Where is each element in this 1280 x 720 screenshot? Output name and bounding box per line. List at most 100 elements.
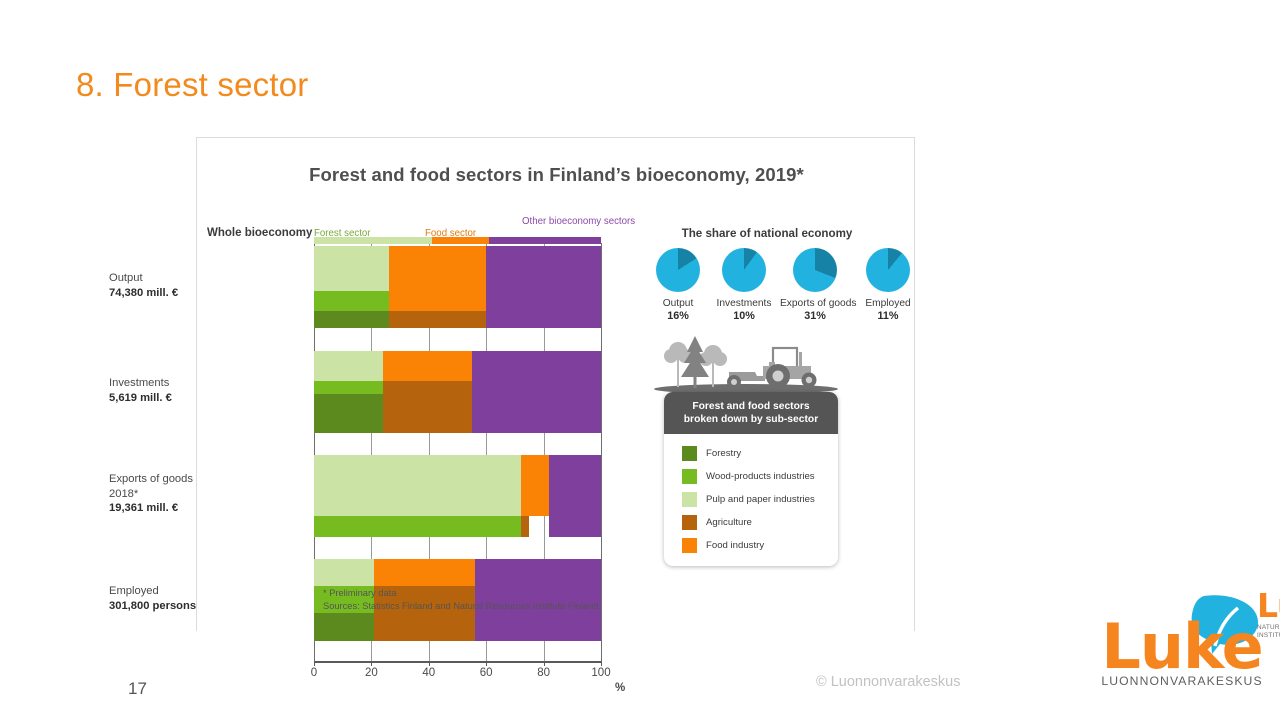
bar-segment-pulp-and-paper[interactable] [314,351,383,381]
bar-segment-agriculture[interactable] [382,380,472,394]
bar-segment-other-bioeconomy[interactable] [471,393,601,433]
bar-segment-forestry[interactable] [314,310,389,328]
bar-segment-pulp-and-paper[interactable] [314,246,389,292]
bar-group-name: Output [109,272,143,284]
chart-footnotes: * Preliminary data Sources: Statistics F… [323,587,598,612]
legend-card: Forest and food sectors broken down by s… [664,392,838,566]
legend-label: Agriculture [706,517,752,528]
x-axis-unit: % [615,682,626,694]
infographic-panel: Forest and food sectors in Finland’s bio… [109,137,1280,694]
pie-label: Exports of goods [780,298,857,309]
bar-group[interactable] [314,351,601,433]
pie-chart-investments[interactable]: Investments 10% [709,248,779,323]
legend-label: Pulp and paper industries [706,494,815,505]
forest-tractor-illustration [654,336,838,394]
bar-group[interactable] [314,246,601,328]
luke-logo-large: Luke LUONNONVARAKESKUS [1092,592,1272,700]
legend-label: Food industry [706,540,765,551]
bar-group[interactable] [314,455,601,537]
pie-value: 31% [804,310,826,322]
legend-swatch-food-industry [682,538,697,553]
legend-swatch-wood-products-industries [682,469,697,484]
luke-sub-line1-small: NATURAL RESOURCES [1257,624,1280,631]
pie-value: 11% [877,310,899,322]
bar-group-label: Exports of goods 2018* 19,361 mill. € [109,472,305,516]
bar-group[interactable] [314,559,601,641]
bar-sub-row [314,559,601,587]
bar-segment-other-bioeconomy[interactable] [486,310,601,328]
x-tick-label-20: 20 [364,667,378,679]
legend-item[interactable]: Pulp and paper industries [664,488,838,511]
page-title: 8. Forest sector [76,66,309,103]
luke-wordmark-large: Luke [1101,610,1263,683]
bar-segment-wood-products[interactable] [314,515,521,537]
x-tick-60 [486,661,488,666]
bar-segment-food-industry[interactable] [520,455,550,516]
x-tick-40 [428,661,430,666]
gridline-0 [314,243,315,661]
x-tick-20 [371,661,373,666]
bar-group-label: Investments 5,619 mill. € [109,376,305,405]
bar-group-label: Output 74,380 mill. € [109,271,305,300]
legend-item[interactable]: Wood-products industries [664,465,838,488]
bar-sub-row [314,613,601,641]
bar-segment-other-bioeconomy[interactable] [471,380,601,394]
pie-graphic [656,248,700,292]
bar-segment-other-bioeconomy[interactable] [471,351,601,381]
pie-chart-employed[interactable]: Employed 11% [853,248,923,323]
bar-segment-pulp-and-paper[interactable] [314,559,375,587]
legend-swatch-pulp-and-paper-industries [682,492,697,507]
bar-segment-other-bioeconomy[interactable] [474,613,601,641]
bar-group-value: 301,800 persons [109,599,197,612]
pie-label: Employed [865,298,911,309]
legend-items: Forestry Wood-products industries Pulp and… [664,434,838,566]
caption-forest-sector: Forest sector [314,228,371,239]
bar-segment-other-bioeconomy[interactable] [549,515,601,537]
bar-chart: Whole bioeconomy Forest sector Food sect… [109,138,637,694]
footnote-sources: Sources: Statistics Finland and Natural … [323,600,599,611]
strip-food-sector [431,237,490,244]
share-panel-title: The share of national economy [681,227,853,240]
gridline-60 [486,243,488,661]
pie-graphic [722,248,766,292]
bar-segment-agriculture[interactable] [382,393,472,433]
bar-segment-other-bioeconomy[interactable] [474,559,601,587]
x-tick-100 [601,661,602,666]
bar-sub-row [314,246,601,292]
legend-label: Forestry [706,448,742,459]
bar-sub-row [314,455,601,516]
bar-segment-other-bioeconomy[interactable] [549,455,601,516]
x-tick-label-100: 100 [591,667,611,679]
bar-segment-wood-products[interactable] [314,586,375,614]
legend-item[interactable]: Agriculture [664,511,838,534]
bar-segment-wood-products[interactable] [314,291,389,311]
legend-item[interactable]: Forestry [664,442,838,465]
bar-segment-forestry[interactable] [314,393,383,433]
bar-segment-agriculture[interactable] [374,613,475,641]
bar-segment-wood-products[interactable] [314,380,383,394]
bar-segment-other-bioeconomy[interactable] [486,246,601,292]
luke-sub-large: LUONNONVARAKESKUS [1101,674,1263,688]
legend-item[interactable]: Food industry [664,534,838,557]
bar-segment-agriculture[interactable] [520,515,530,537]
pie-chart-output[interactable]: Output 16% [643,248,713,323]
bar-segment-food-industry[interactable] [374,559,475,587]
bar-segment-agriculture[interactable] [388,310,487,328]
x-tick-label-40: 40 [422,667,436,679]
bar-segment-food-industry[interactable] [388,291,487,311]
bar-segment-food-industry[interactable] [388,246,487,292]
bar-segment-pulp-and-paper[interactable] [314,455,521,516]
whole-bioeconomy-label: Whole bioeconomy [207,227,313,239]
whole-bioeconomy-strip [314,237,601,244]
bar-segment-other-bioeconomy[interactable] [474,586,601,614]
right-panel: The share of national economy Output 16% I… [637,138,1280,639]
bar-segment-other-bioeconomy[interactable] [486,291,601,311]
pie-chart-exports-of-goods[interactable]: Exports of goods 31% [780,248,857,323]
luke-sub-line2-small: INSTITUTE FINLAND [1257,632,1280,639]
gridline-40 [428,243,430,661]
bar-segment-food-industry[interactable] [382,351,472,381]
bar-segment-forestry[interactable] [314,613,375,641]
bar-group-value: 19,361 mill. € [109,502,179,514]
bar-segment-agriculture[interactable] [374,586,475,614]
